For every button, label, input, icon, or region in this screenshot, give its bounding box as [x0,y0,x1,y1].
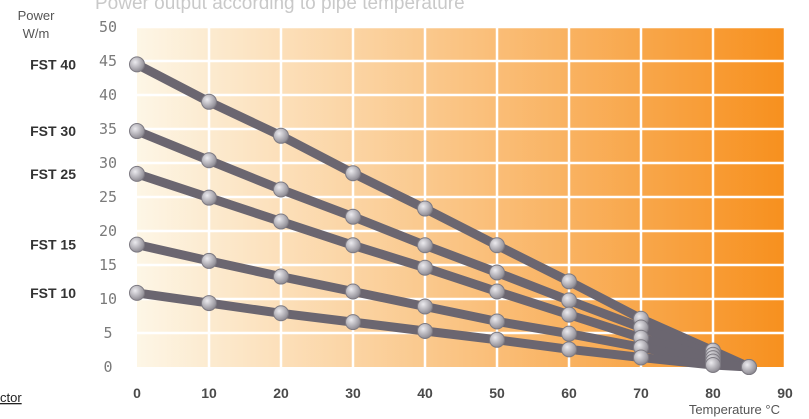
data-point [417,200,433,217]
data-point [273,127,289,144]
y-tick-label: 20 [99,222,117,240]
corner-text: ctor [0,390,22,405]
data-point [417,298,433,315]
y-tick-label: 0 [103,358,112,376]
y-tick-label: 5 [103,324,112,342]
series-line [132,59,754,372]
data-point [273,305,289,322]
x-tick-label: 30 [345,385,361,401]
series-line [132,288,754,372]
data-point [705,356,721,373]
data-point [417,322,433,339]
series-label: FST 30 [30,123,76,139]
data-point [741,359,757,375]
x-tick-label: 80 [705,385,721,401]
data-point [561,273,577,290]
data-point [345,237,361,254]
data-point [273,268,289,285]
series-label: FST 40 [30,56,76,72]
y-axis-label-line-1: Power [18,8,56,23]
y-tick-label: 25 [99,188,117,206]
series-label: FST 10 [30,285,76,301]
y-axis-label-line-2: W/m [23,26,50,41]
data-point [129,56,145,73]
data-point [561,341,577,358]
series-label: FST 25 [30,166,76,182]
y-ticks: 0 5 10 15 20 25 30 35 40 45 50 [99,18,117,376]
x-tick-label: 0 [133,385,141,401]
series-markers [129,56,757,375]
data-point [129,165,145,182]
y-tick-label: 15 [99,256,117,274]
data-point [129,236,145,253]
data-point [345,314,361,331]
data-point [489,283,505,300]
x-tick-label: 40 [417,385,433,401]
data-point [129,284,145,301]
series-lines [132,59,754,372]
x-tick-label: 20 [273,385,289,401]
y-tick-label: 35 [99,120,117,138]
data-point [345,165,361,182]
data-point [273,213,289,230]
series-line [132,126,754,372]
y-tick-label: 10 [99,290,117,308]
series-line [132,240,754,372]
data-point [633,349,649,366]
y-tick-label: 50 [99,18,117,36]
data-point [561,292,577,309]
x-tick-label: 70 [633,385,649,401]
x-axis-label: Temperature °C [689,402,780,417]
series-label: FST 15 [30,237,76,253]
data-point [201,252,217,269]
y-tick-label: 30 [99,154,117,172]
y-tick-label: 40 [99,86,117,104]
data-point [201,152,217,169]
data-point [417,259,433,276]
x-tick-label: 50 [489,385,505,401]
data-point [345,208,361,225]
data-point [201,93,217,110]
data-point [561,325,577,342]
data-point [489,237,505,254]
x-tick-label: 10 [201,385,217,401]
data-point [417,237,433,254]
x-tick-label: 60 [561,385,577,401]
legend: FST 40 FST 30 FST 25 FST 15 FST 10 [30,56,76,300]
x-tick-label: 90 [777,385,793,401]
data-point [345,283,361,300]
y-tick-label: 45 [99,52,117,70]
series-line [132,169,754,372]
data-point [489,331,505,348]
data-point [201,295,217,312]
data-point [273,181,289,198]
data-point [129,123,145,140]
data-point [201,189,217,206]
chart-title: Power output according to pipe temperatu… [95,0,465,14]
x-ticks: 0 10 20 30 40 50 60 70 80 90 [133,385,793,401]
data-point [489,313,505,330]
data-point [489,264,505,281]
data-point [561,306,577,323]
